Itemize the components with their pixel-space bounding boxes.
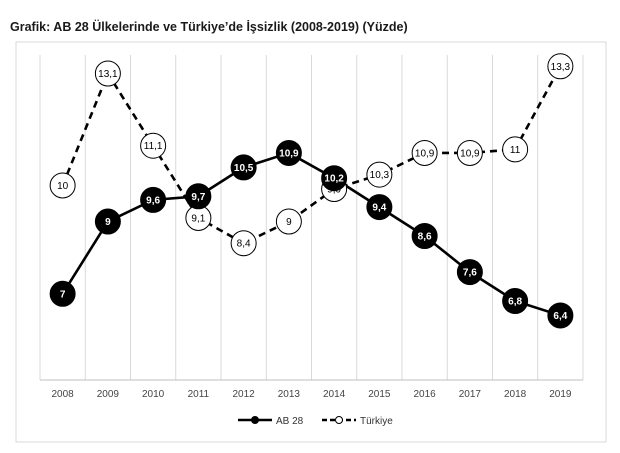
point-marker <box>456 139 483 166</box>
x-tick-label: 2017 <box>459 389 482 400</box>
data-label: 13,1 <box>98 69 118 80</box>
data-point-series-1: 8,6 <box>411 223 438 249</box>
data-point-series-1: 9,7 <box>185 183 212 210</box>
x-tick-label: 2019 <box>549 389 572 400</box>
point-marker <box>502 136 529 163</box>
data-point-series-2: 13,3 <box>547 53 574 80</box>
point-marker <box>411 223 438 249</box>
legend: AB 28 Türkiye <box>238 416 393 427</box>
data-label: 10,2 <box>324 174 344 185</box>
data-label: 10 <box>57 181 69 192</box>
data-label: 9,4 <box>372 203 386 214</box>
data-label: 9 <box>286 217 292 228</box>
data-point-series-2: 9 <box>275 208 302 235</box>
data-point-series-2: 11,1 <box>140 132 167 159</box>
point-marker <box>230 230 257 257</box>
series-line-2 <box>61 65 562 245</box>
point-marker <box>49 172 76 199</box>
legend-item-2: Türkiye <box>322 416 393 427</box>
data-label: 10,9 <box>460 148 480 159</box>
point-marker <box>547 53 574 80</box>
data-label: 9 <box>105 217 111 228</box>
data-point-series-2: 8,4 <box>230 230 257 257</box>
point-marker <box>185 183 212 210</box>
data-point-series-1: 9 <box>94 208 121 235</box>
data-label: 8,6 <box>418 232 432 243</box>
data-point-series-2: 10,9 <box>411 139 438 166</box>
data-point-series-1: 6,8 <box>502 288 529 314</box>
data-label: 7 <box>60 289 66 300</box>
x-tick-label: 2009 <box>97 389 120 400</box>
data-point-series-1: 10,9 <box>275 139 302 166</box>
point-marker <box>94 60 121 87</box>
data-label: 11,1 <box>144 141 163 152</box>
point-marker <box>456 259 483 286</box>
point-marker <box>411 139 438 166</box>
data-label: 11 <box>510 145 521 156</box>
data-point-series-2: 10,3 <box>366 161 393 188</box>
point-marker <box>547 302 574 329</box>
x-tick-label: 2008 <box>52 389 75 400</box>
data-label: 9,1 <box>191 213 205 224</box>
point-marker <box>49 280 76 307</box>
data-label: 10,9 <box>279 148 299 159</box>
data-label: 6,8 <box>508 297 522 308</box>
point-marker <box>502 288 529 314</box>
point-marker <box>140 186 167 213</box>
legend-marker <box>335 416 343 424</box>
data-label: 9,6 <box>146 195 160 206</box>
x-tick-label: 2014 <box>323 389 346 400</box>
point-marker <box>366 194 393 221</box>
point-marker <box>321 165 348 192</box>
point-marker <box>366 161 393 188</box>
x-tick-label: 2015 <box>368 389 391 400</box>
legend-label: AB 28 <box>276 416 304 427</box>
x-tick-label: 2018 <box>504 389 527 400</box>
data-label: 8,4 <box>237 239 251 250</box>
point-marker <box>230 154 257 181</box>
x-tick-label: 2012 <box>233 389 256 400</box>
data-point-series-1: 7,6 <box>456 259 483 286</box>
data-point-series-1: 7 <box>49 280 76 307</box>
data-point-series-1: 10,2 <box>321 165 348 192</box>
grid-lines <box>39 55 584 380</box>
point-marker <box>275 139 302 166</box>
data-point-series-2: 13,1 <box>94 60 121 87</box>
data-label: 13,3 <box>551 62 571 73</box>
x-tick-label: 2013 <box>278 389 301 400</box>
x-tick-labels: 2008 2009 2010 2011 2012 2013 2014 2015 2016 2017… <box>52 389 572 400</box>
legend-marker <box>251 416 259 424</box>
data-label: 10,9 <box>415 148 435 159</box>
point-marker <box>94 208 121 235</box>
data-point-series-1: 10,5 <box>230 154 257 181</box>
chart-title: Grafik: AB 28 Ülkelerinde ve Türkiye’de … <box>10 20 408 34</box>
x-tick-label: 2016 <box>414 389 437 400</box>
x-tick-label: 2011 <box>188 389 210 400</box>
legend-label: Türkiye <box>360 416 393 427</box>
point-marker <box>140 132 167 159</box>
data-point-series-1: 9,6 <box>140 186 167 213</box>
data-label: 7,6 <box>463 268 477 279</box>
data-point-series-2: 10,9 <box>456 139 483 166</box>
data-label: 6,4 <box>553 311 567 322</box>
x-tick-label: 2010 <box>142 389 165 400</box>
data-point-series-1: 6,4 <box>547 302 574 329</box>
data-point-series-2: 10 <box>49 172 76 199</box>
data-point-series-1: 9,4 <box>366 194 393 221</box>
data-label: 10,3 <box>370 170 390 181</box>
data-label: 10,5 <box>234 163 254 174</box>
point-marker <box>275 208 302 235</box>
series-points: 1013,111,19,18,499,910,310,910,91113,379… <box>49 53 574 329</box>
legend-item-1: AB 28 <box>238 416 304 427</box>
data-label: 9,7 <box>191 192 205 203</box>
data-point-series-2: 11 <box>502 136 529 163</box>
